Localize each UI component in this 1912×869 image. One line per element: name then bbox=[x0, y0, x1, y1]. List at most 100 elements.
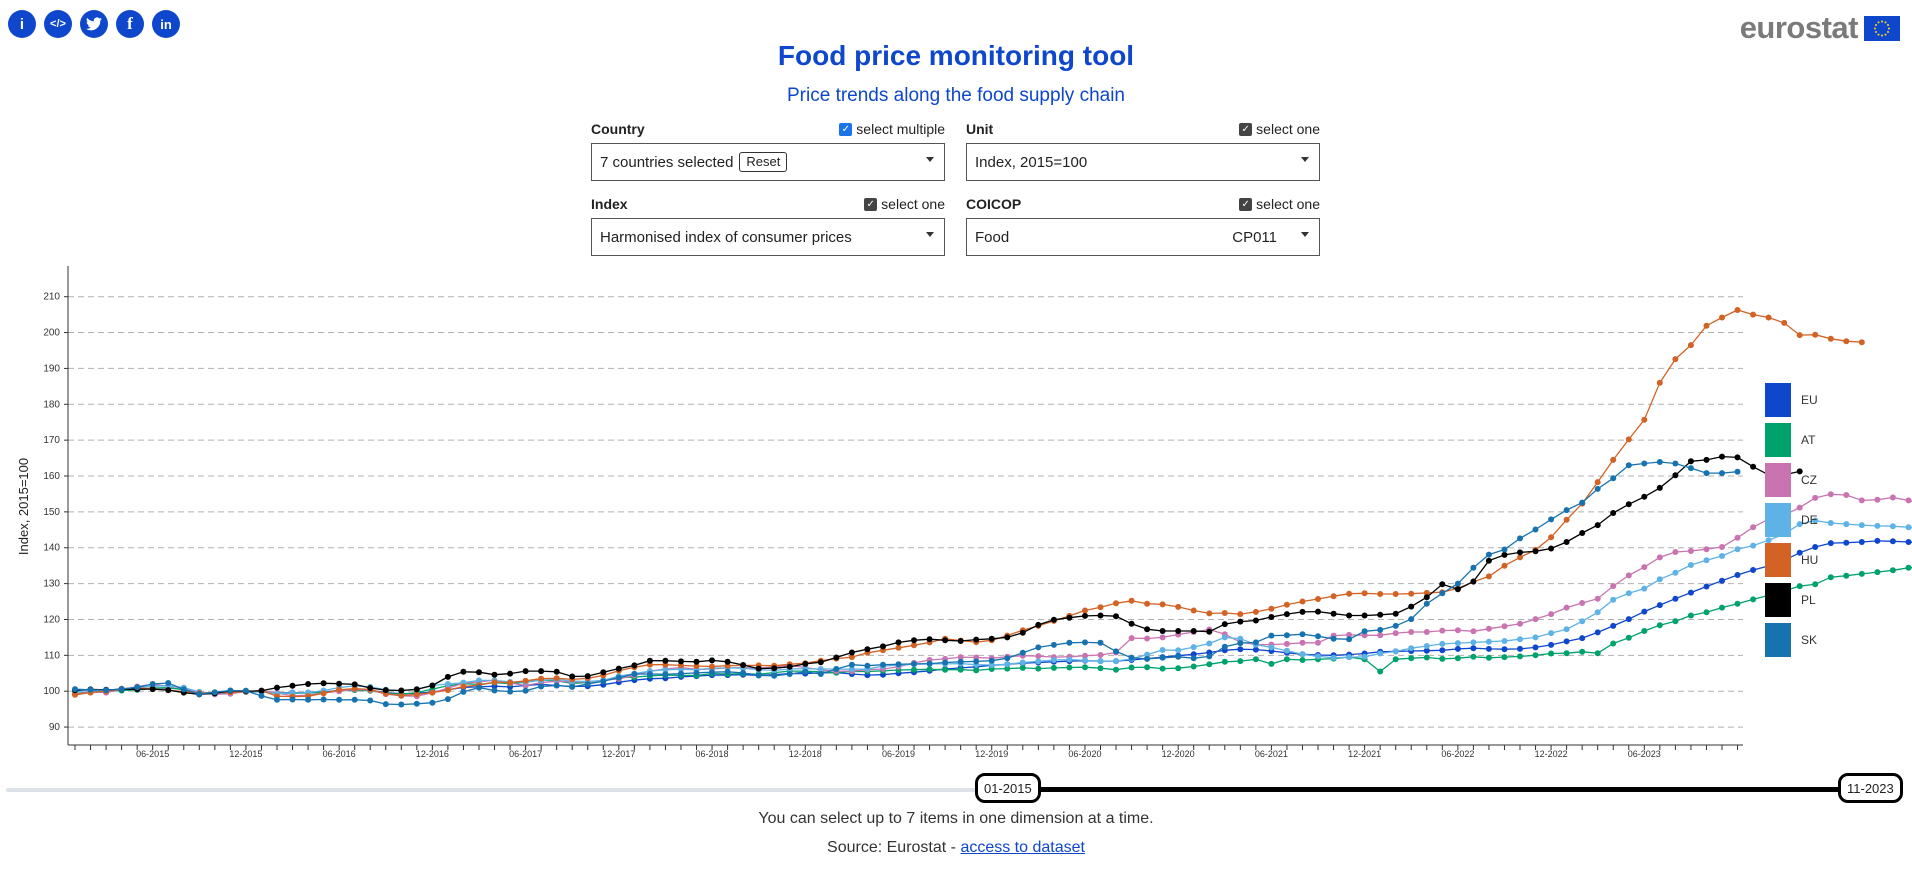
legend-item-hu[interactable]: HU bbox=[1765, 543, 1818, 577]
data-point bbox=[1377, 611, 1384, 618]
data-point bbox=[864, 646, 871, 653]
data-point bbox=[1719, 604, 1725, 611]
country-dropdown[interactable]: 7 countries selected Reset bbox=[591, 143, 945, 181]
data-point bbox=[1392, 648, 1399, 655]
data-point bbox=[1501, 546, 1508, 553]
data-point bbox=[1237, 611, 1244, 618]
coicop-dropdown[interactable]: Food CP011 bbox=[966, 218, 1320, 256]
y-tick-label: 90 bbox=[49, 722, 61, 733]
legend-item-at[interactable]: AT bbox=[1765, 423, 1815, 457]
data-point bbox=[1610, 510, 1617, 516]
data-point bbox=[1858, 497, 1865, 504]
index-dropdown[interactable]: Harmonised index of consumer prices bbox=[591, 218, 945, 256]
data-point bbox=[1035, 644, 1042, 651]
data-point bbox=[1687, 562, 1694, 568]
coicop-select-one-toggle[interactable]: ✓ select one bbox=[1239, 194, 1320, 214]
data-point bbox=[1190, 607, 1197, 614]
index-label: Index bbox=[591, 196, 628, 212]
x-tick-label: 12-2017 bbox=[602, 749, 635, 759]
linkedin-icon[interactable]: in bbox=[152, 10, 180, 38]
index-select-one-toggle[interactable]: ✓ select one bbox=[864, 194, 945, 214]
data-point bbox=[1050, 664, 1057, 671]
legend-swatch bbox=[1765, 423, 1791, 457]
data-point bbox=[1641, 608, 1648, 615]
data-point bbox=[1346, 654, 1353, 661]
data-point bbox=[833, 666, 840, 672]
legend-item-eu[interactable]: EU bbox=[1765, 383, 1818, 417]
data-point bbox=[1641, 628, 1648, 634]
data-point bbox=[1159, 654, 1166, 661]
data-point bbox=[988, 662, 995, 668]
data-point bbox=[693, 663, 700, 670]
checkbox-checked-icon[interactable]: ✓ bbox=[1239, 197, 1253, 211]
data-point bbox=[1858, 339, 1865, 346]
data-point bbox=[1113, 613, 1119, 620]
slider-end-handle[interactable]: 11-2023 bbox=[1838, 773, 1903, 803]
facebook-icon[interactable]: f bbox=[116, 10, 144, 38]
data-point bbox=[320, 696, 327, 703]
data-point bbox=[1796, 468, 1803, 475]
data-point bbox=[1237, 635, 1244, 642]
legend-item-cz[interactable]: CZ bbox=[1765, 463, 1817, 497]
info-icon[interactable]: i bbox=[8, 10, 36, 38]
data-point bbox=[227, 687, 234, 694]
slider-start-handle[interactable]: 01-2015 bbox=[975, 773, 1041, 803]
country-select-multiple-toggle[interactable]: ✓ select multiple bbox=[839, 119, 945, 139]
data-point bbox=[973, 667, 980, 674]
data-point bbox=[631, 671, 638, 677]
data-point bbox=[1517, 636, 1523, 643]
eurostat-logo[interactable]: eurostat bbox=[1740, 10, 1900, 46]
x-tick-label: 12-2019 bbox=[975, 749, 1008, 759]
checkbox-checked-icon[interactable]: ✓ bbox=[864, 197, 878, 211]
data-point bbox=[1315, 596, 1321, 602]
data-point bbox=[538, 668, 545, 675]
data-point bbox=[1252, 656, 1259, 663]
data-point bbox=[1485, 573, 1492, 580]
data-point bbox=[1470, 564, 1477, 571]
data-point bbox=[786, 671, 793, 677]
data-point bbox=[957, 654, 964, 661]
data-point bbox=[911, 666, 917, 673]
data-point bbox=[802, 668, 809, 675]
slider-track[interactable] bbox=[6, 788, 1036, 792]
data-point bbox=[1672, 569, 1679, 576]
data-point bbox=[1563, 539, 1570, 545]
twitter-icon[interactable] bbox=[80, 10, 108, 38]
data-point bbox=[1470, 645, 1477, 652]
data-point bbox=[1719, 453, 1725, 460]
legend-item-pl[interactable]: PL bbox=[1765, 583, 1816, 617]
legend-item-sk[interactable]: SK bbox=[1765, 623, 1817, 657]
data-point bbox=[1066, 614, 1073, 621]
logo-wordmark: eurostat bbox=[1739, 10, 1859, 45]
data-point bbox=[709, 657, 715, 664]
data-point bbox=[491, 687, 498, 694]
data-point bbox=[740, 669, 747, 676]
time-range-slider[interactable]: 01-2015 11-2023 bbox=[0, 770, 1912, 810]
data-point bbox=[1346, 612, 1353, 619]
data-point bbox=[1812, 517, 1819, 524]
data-point bbox=[1656, 459, 1663, 465]
data-point bbox=[1315, 653, 1321, 660]
data-point bbox=[1050, 641, 1057, 648]
data-point bbox=[584, 681, 591, 687]
unit-dropdown[interactable]: Index, 2015=100 bbox=[966, 143, 1320, 181]
data-point bbox=[134, 684, 141, 691]
data-point bbox=[1532, 652, 1539, 659]
dataset-link[interactable]: access to dataset bbox=[960, 839, 1085, 856]
checkbox-checked-icon[interactable]: ✓ bbox=[1239, 122, 1253, 136]
data-point bbox=[1221, 610, 1228, 616]
unit-select-one-toggle[interactable]: ✓ select one bbox=[1239, 119, 1320, 139]
reset-button[interactable]: Reset bbox=[739, 152, 788, 172]
data-point bbox=[1408, 590, 1415, 597]
slider-selected-range[interactable] bbox=[1036, 787, 1842, 792]
legend-item-de[interactable]: DE bbox=[1765, 503, 1818, 537]
data-point bbox=[1330, 593, 1337, 600]
checkbox-checked-icon[interactable]: ✓ bbox=[839, 122, 853, 136]
data-point bbox=[1299, 598, 1306, 605]
data-point bbox=[103, 687, 110, 694]
embed-code-icon[interactable]: </> bbox=[44, 10, 72, 38]
data-point bbox=[1485, 625, 1492, 632]
data-point bbox=[1299, 608, 1306, 615]
data-point bbox=[693, 669, 700, 676]
data-point bbox=[1004, 661, 1011, 668]
